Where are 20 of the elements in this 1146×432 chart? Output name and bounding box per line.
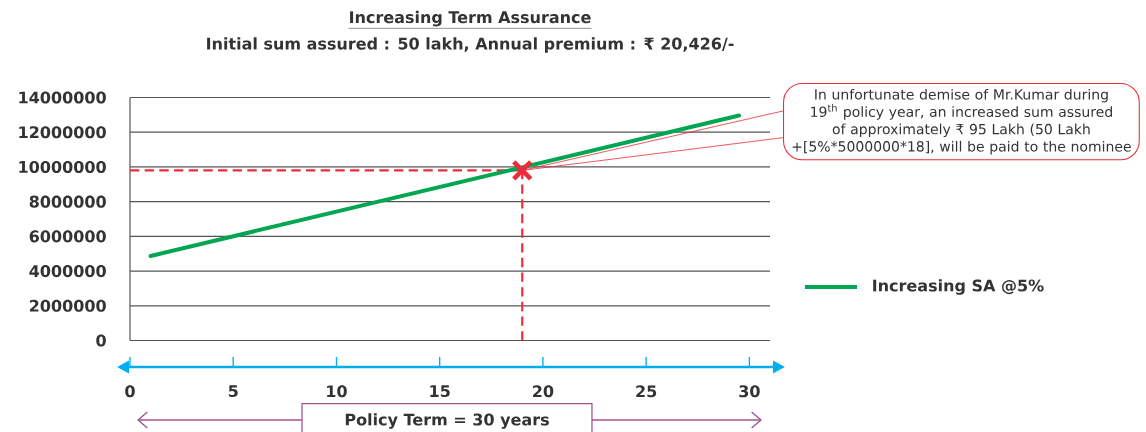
annotation: In unfortunate demise of Mr.Kumar during 19$^{th}$ policy year, an increased sum assured of approximately ₹ 95 Lakh (50 Lakh +[5%*5000000*18], will be paid to the nominee	[792, 88, 1131, 155]
x-tick-label: 0	[125, 385, 135, 398]
y-tick-label: 2000000	[29, 299, 106, 312]
chart-title: Increasing Term Assurance	[350, 10, 591, 27]
y-tick-label: 10000000	[19, 160, 106, 173]
x-tick-label: 10	[327, 385, 347, 398]
x-tick-label: 20	[533, 385, 554, 398]
chart-subtitle: Initial sum assured : 50 lakh, Annual premium : ₹ 20,426/-	[207, 37, 734, 53]
y-tick-label: 14000000	[19, 91, 106, 104]
x-tick-label: 5	[228, 385, 238, 398]
y-tick-label: 12000000	[19, 126, 106, 139]
x-tick-label: 30	[739, 385, 760, 398]
legend-label: Increasing SA @5%	[873, 279, 1044, 295]
x-axis-title: Policy Term = 30 years	[345, 413, 549, 429]
x-tick-label: 25	[636, 385, 657, 398]
x-tick-label: 15	[430, 385, 450, 398]
y-tick-label: 8000000	[29, 195, 106, 208]
y-tick-label: 4000000	[29, 265, 106, 278]
y-tick-label: 6000000	[29, 230, 106, 243]
y-tick-label: 0	[96, 334, 106, 347]
